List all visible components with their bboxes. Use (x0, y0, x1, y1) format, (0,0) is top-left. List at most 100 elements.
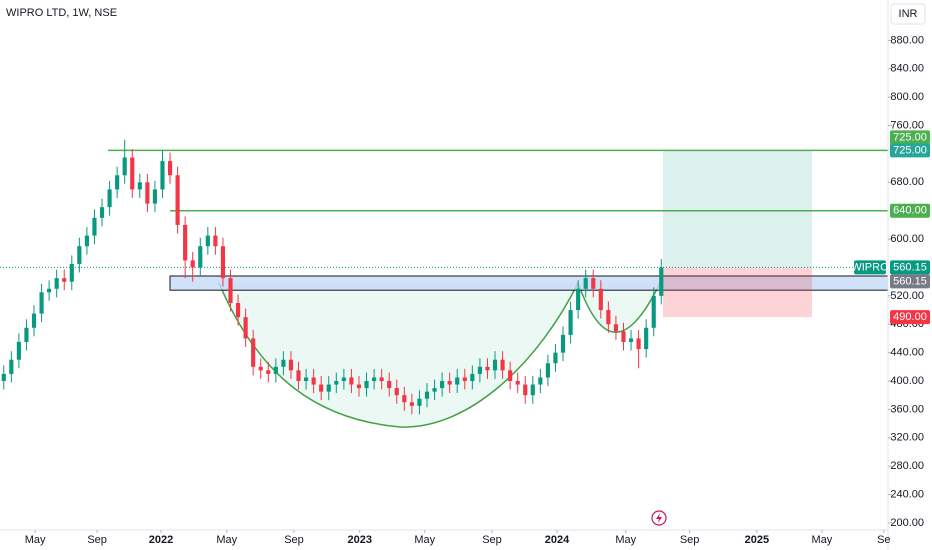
x-tick-label: May (216, 534, 237, 546)
target-price-label: 725.00 (893, 131, 927, 143)
candle-body (651, 295, 656, 328)
candle-body (235, 302, 241, 318)
last-price-label-box (890, 260, 930, 275)
candle-body (296, 370, 301, 382)
candle-body (349, 377, 354, 385)
x-tick-label: 2025 (745, 534, 769, 546)
candle-body (462, 377, 467, 382)
x-tick-label: May (414, 534, 435, 546)
candle-body (160, 161, 165, 190)
candle-body (9, 359, 14, 374)
candle-body (576, 288, 581, 311)
target-price-label-box (890, 130, 930, 145)
y-tick-label: 280.00 (890, 460, 924, 472)
candle-body (62, 278, 67, 282)
candle-body (583, 278, 588, 289)
x-tick-label: Sep (680, 534, 700, 546)
candle-body (69, 263, 74, 282)
candle-body (659, 267, 664, 296)
candle-body (598, 288, 603, 311)
candle-body (553, 352, 558, 364)
candle-body (288, 359, 294, 371)
lightning (656, 513, 662, 523)
candle-body (606, 310, 611, 325)
candle-body (311, 377, 316, 385)
y-tick-label: 320.00 (890, 432, 924, 444)
last-price-label: 560.15 (893, 261, 927, 273)
candle-body (198, 246, 203, 268)
currency-box (890, 3, 926, 25)
stop-price-label: 490.00 (893, 311, 927, 323)
y-tick-label: 680.00 (890, 176, 924, 188)
candle-body (364, 381, 369, 389)
candle-body (387, 381, 392, 389)
candle-body (228, 278, 233, 303)
y-tick-label: 400.00 (890, 375, 924, 387)
candle-body (409, 402, 414, 406)
candle-body (417, 398, 422, 406)
candle-body (107, 189, 112, 208)
x-tick-label: 2022 (149, 534, 173, 546)
candle-body (326, 384, 331, 392)
candle-body (152, 189, 158, 204)
candle-body (137, 182, 142, 190)
x-tick-label: May (811, 534, 832, 546)
candle-body (440, 381, 445, 389)
candle-body (183, 224, 188, 261)
candle-body (394, 388, 399, 396)
candle-body (621, 331, 626, 342)
candle-body (258, 366, 263, 371)
x-tick-label: Sep (482, 534, 502, 546)
y-tick-label: 200.00 (890, 517, 924, 529)
level-price-label-box (890, 203, 930, 218)
candle-body (213, 235, 218, 247)
candle-body (251, 338, 256, 367)
x-tick-label: Sep (87, 534, 107, 546)
candle-body (455, 377, 460, 385)
candle-body (447, 381, 452, 385)
candle-body (77, 246, 82, 264)
candle-body (220, 246, 226, 279)
y-tick-label: 840.00 (890, 63, 924, 75)
candle-body (356, 384, 362, 389)
candle-body (175, 175, 180, 225)
candle-body (145, 182, 150, 204)
x-tick-label: May (615, 534, 636, 546)
candle-body (47, 288, 52, 293)
candle-body (266, 370, 271, 374)
candle-body (31, 313, 37, 328)
chart-title: WIPRO LTD, 1W, NSE (6, 7, 117, 19)
candle-body (54, 278, 59, 289)
currency: INR (899, 8, 918, 20)
candle-body (92, 217, 97, 236)
candle-body (341, 377, 346, 382)
candle-body (470, 373, 475, 382)
candle-body (243, 317, 248, 339)
candle-body (477, 366, 482, 374)
entry-price-label: 560.15 (893, 275, 927, 287)
y-tick-label: 880.00 (890, 34, 924, 46)
candle-body (167, 161, 173, 176)
x-tick-label: 2023 (347, 534, 371, 546)
candle-body (319, 384, 324, 392)
y-tick-label: 240.00 (890, 488, 924, 500)
candle-body (485, 366, 490, 371)
candle-body (115, 175, 120, 190)
candle-body (379, 377, 384, 382)
candle-body (281, 359, 286, 367)
candle-body (122, 157, 127, 176)
plot (0, 139, 889, 415)
candle-body (545, 363, 550, 378)
candle-body (628, 338, 634, 342)
level-price-label: 725.00 (893, 144, 927, 156)
y-tick-label: 800.00 (890, 91, 924, 103)
candle-body (16, 341, 21, 360)
y-tick-label: 520.00 (890, 290, 924, 302)
candle-body (523, 384, 528, 396)
candle-body (568, 310, 573, 335)
stop-price-label-box (890, 310, 930, 325)
candle-body (273, 366, 278, 374)
candle-body (432, 388, 437, 392)
x-tick-label: May (25, 534, 46, 546)
